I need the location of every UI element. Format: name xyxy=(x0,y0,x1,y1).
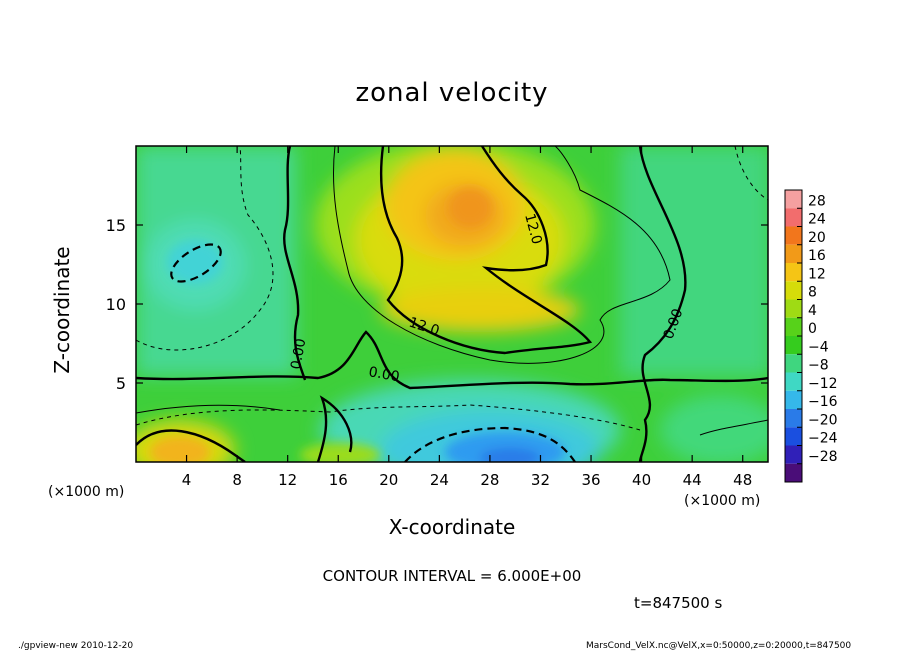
y-tick-label: 10 xyxy=(106,295,126,314)
colorbar-tick-label: −24 xyxy=(808,431,838,447)
contour-6c xyxy=(699,419,768,436)
colorbar-segment xyxy=(785,244,802,263)
chart-title: zonal velocity xyxy=(355,78,549,108)
contour-6a xyxy=(333,146,671,364)
colorbar-segment xyxy=(785,409,802,428)
x-tick-label: 36 xyxy=(581,471,600,489)
contour-neg3b xyxy=(136,404,641,431)
footer-right: MarsCond_VelX.nc@VelX,x=0:50000,z=0:2000… xyxy=(586,641,852,651)
contour-0a xyxy=(283,146,307,381)
contour-label-0b: 0.00 xyxy=(367,364,400,385)
colorbar-segment xyxy=(785,445,802,464)
colorbar: 28 24 20 16 12 8 4 0 −4 −8 −12 −16 −20 −24 −28 xyxy=(784,189,838,483)
contour-neg3c xyxy=(734,146,768,201)
colorbar-segment xyxy=(785,463,802,482)
time-label: t=847500 s xyxy=(634,594,723,612)
x-tick-label: 44 xyxy=(683,471,702,489)
colorbar-segment xyxy=(785,190,802,209)
x-unit-left: (×1000 m) xyxy=(48,484,125,500)
contour-12a xyxy=(379,146,593,355)
contour-lines xyxy=(136,146,768,462)
colorbar-tick-label: 12 xyxy=(808,266,826,282)
x-tick-label: 4 xyxy=(182,471,192,489)
colorbar-tick-label: −16 xyxy=(808,394,838,410)
contour-label-0a: 0.00 xyxy=(288,337,309,370)
x-ticks: 4 8 12 16 20 24 28 32 36 40 44 48 xyxy=(182,146,752,489)
colorbar-segment xyxy=(785,372,802,391)
contour-6b xyxy=(136,404,281,414)
colorbar-segment xyxy=(785,336,802,355)
colorbar-segment xyxy=(785,226,802,245)
x-tick-label: 40 xyxy=(632,471,651,489)
colorbar-segment xyxy=(785,390,802,409)
colorbar-segment xyxy=(785,317,802,336)
y-tick-label: 5 xyxy=(116,374,126,393)
x-tick-label: 16 xyxy=(329,471,348,489)
x-tick-label: 32 xyxy=(531,471,550,489)
contour-0e xyxy=(316,395,353,462)
x-axis-label: X-coordinate xyxy=(388,515,516,539)
x-tick-label: 28 xyxy=(480,471,499,489)
y-ticks: 5 10 15 xyxy=(106,216,768,393)
colorbar-segment xyxy=(785,427,802,446)
y-tick-label: 15 xyxy=(106,216,126,235)
colorbar-segment xyxy=(785,281,802,300)
colorbar-segment xyxy=(785,208,802,227)
contour-0b xyxy=(136,330,768,390)
colorbar-tick-label: 24 xyxy=(808,212,826,228)
footer-left: ./gpview-new 2010-12-20 xyxy=(18,641,134,651)
colour-field xyxy=(136,146,768,462)
colorbar-tick-label: 16 xyxy=(808,248,826,264)
colorbar-tick-label: 4 xyxy=(808,303,817,319)
colorbar-tick-label: −20 xyxy=(808,412,838,428)
x-tick-label: 8 xyxy=(232,471,242,489)
x-tick-label: 20 xyxy=(379,471,398,489)
contour-0c xyxy=(638,146,687,462)
x-unit-right: (×1000 m) xyxy=(684,493,761,509)
colorbar-segment xyxy=(785,263,802,282)
colorbar-tick-label: 28 xyxy=(808,193,826,209)
colorbar-tick-label: −28 xyxy=(808,449,838,465)
x-tick-label: 24 xyxy=(430,471,449,489)
contour-neg6b xyxy=(404,426,576,462)
contour-label-12a: 12.0 xyxy=(521,212,545,246)
colorbar-tick-label: 8 xyxy=(808,285,817,301)
colorbar-segment xyxy=(785,354,802,373)
colorbar-tick-label: 0 xyxy=(808,321,817,337)
colorbar-tick-label: −8 xyxy=(808,358,829,374)
x-tick-label: 12 xyxy=(278,471,297,489)
contour-neg6 xyxy=(170,243,222,283)
colorbar-tick-label: −12 xyxy=(808,376,838,392)
colorbar-tick-label: −4 xyxy=(808,339,829,355)
colorbar-tick-label: 20 xyxy=(808,230,826,246)
colorbar-segment xyxy=(785,299,802,318)
x-tick-label: 48 xyxy=(733,471,752,489)
contour-0d xyxy=(136,429,246,462)
contour-neg3a xyxy=(136,146,274,351)
contour-interval: CONTOUR INTERVAL = 6.000E+00 xyxy=(322,567,582,585)
